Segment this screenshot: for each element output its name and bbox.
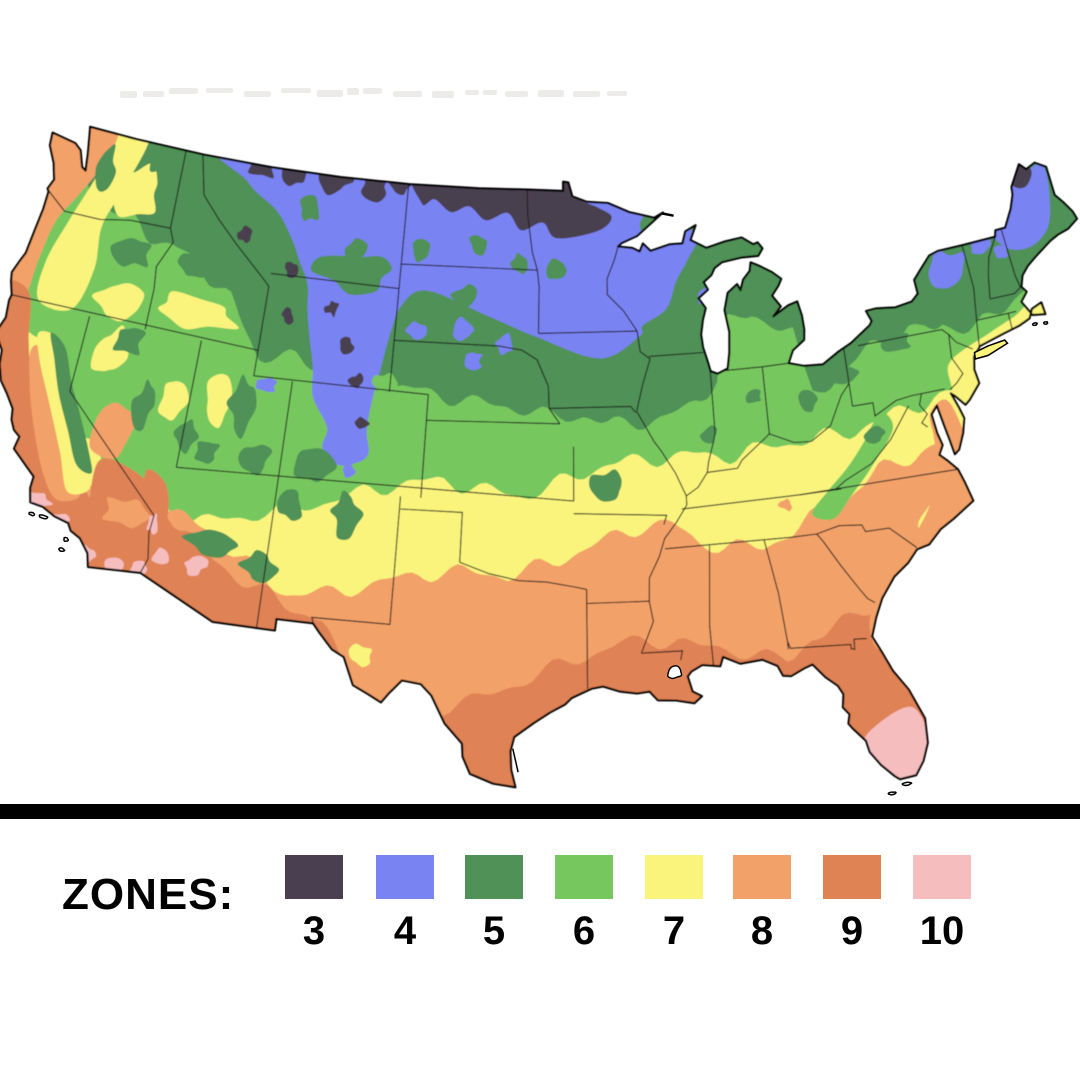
svg-text:ZONES:: ZONES: bbox=[62, 870, 234, 919]
svg-text:8: 8 bbox=[751, 909, 773, 953]
svg-text:6: 6 bbox=[573, 909, 595, 953]
svg-text:10: 10 bbox=[920, 909, 965, 953]
svg-text:7: 7 bbox=[663, 909, 685, 953]
svg-text:4: 4 bbox=[394, 909, 417, 953]
svg-text:5: 5 bbox=[483, 909, 505, 953]
svg-text:3: 3 bbox=[303, 909, 325, 953]
svg-text:9: 9 bbox=[841, 909, 863, 953]
